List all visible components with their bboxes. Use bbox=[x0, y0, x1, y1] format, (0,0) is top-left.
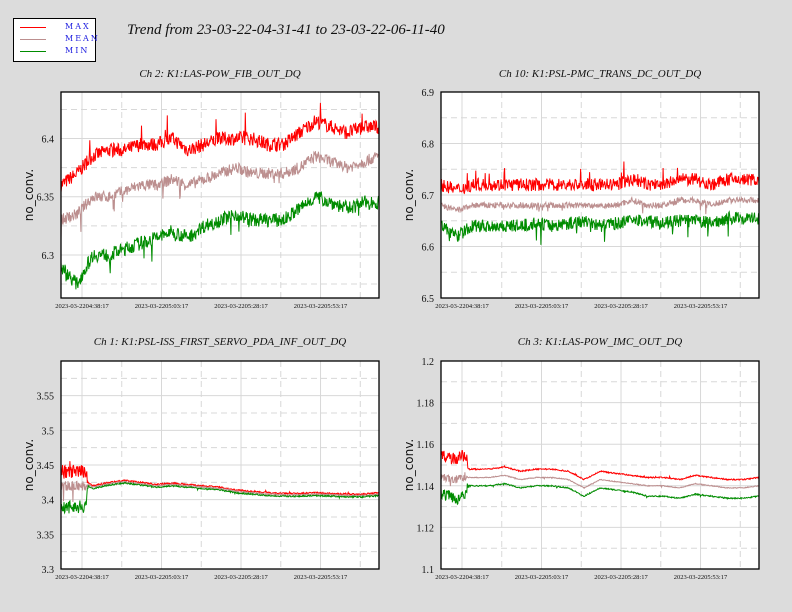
legend-swatch-min bbox=[20, 51, 46, 52]
y-tick-label: 6.6 bbox=[422, 243, 435, 254]
y-tick-label: 6.8 bbox=[422, 140, 435, 151]
y-tick-label: 1.14 bbox=[417, 482, 435, 493]
y-tick-label: 6.9 bbox=[422, 88, 435, 99]
chart-title-ch1: Ch 1: K1:PSL-ISS_FIRST_SERVO_PDA_INF_OUT… bbox=[93, 336, 347, 348]
y-tick-label: 3.3 bbox=[42, 565, 55, 576]
x-tick-label: 2023-03-2205:28:17 bbox=[214, 574, 268, 581]
x-tick-label: 2023-03-2205:28:17 bbox=[594, 574, 648, 581]
y-tick-label: 6.35 bbox=[37, 193, 55, 204]
series-line-mean bbox=[440, 195, 760, 215]
plot-frame bbox=[60, 360, 380, 570]
y-axis-label: no_conv. bbox=[22, 439, 36, 491]
chart-2: 2023-03-2204:38:17 2023-03-2205:03:17 2023… bbox=[22, 360, 380, 581]
y-axis-label: no_conv. bbox=[402, 439, 416, 491]
y-tick-label: 3.35 bbox=[37, 530, 55, 541]
x-tick-label: 2023-03-2205:53:17 bbox=[294, 574, 348, 581]
chart-title-ch10: Ch 10: K1:PSL-PMC_TRANS_DC_OUT_DQ bbox=[498, 68, 702, 80]
x-tick-label: 2023-03-2205:28:17 bbox=[594, 303, 648, 310]
x-tick-label: 2023-03-2204:38:17 bbox=[55, 574, 109, 581]
x-tick-label: 2023-03-2204:38:17 bbox=[435, 574, 489, 581]
y-tick-label: 3.45 bbox=[37, 461, 55, 472]
legend-item-max: MAX bbox=[20, 22, 95, 34]
y-tick-label: 6.7 bbox=[422, 191, 435, 202]
chart-3: 2023-03-2204:38:17 2023-03-2205:03:17 2023… bbox=[402, 357, 760, 581]
series-line-max bbox=[440, 161, 760, 195]
series-line-mean bbox=[60, 480, 380, 503]
y-tick-label: 1.18 bbox=[417, 399, 435, 410]
plot-frame bbox=[60, 91, 380, 299]
legend: MAX MEAN MIN bbox=[13, 18, 98, 62]
y-tick-label: 1.2 bbox=[422, 357, 435, 368]
x-tick-label: 2023-03-2205:03:17 bbox=[515, 303, 569, 310]
chart-1: 2023-03-2204:38:17 2023-03-2205:03:17 2023… bbox=[402, 88, 760, 310]
x-tick-label: 2023-03-2204:38:17 bbox=[55, 303, 109, 310]
plot-frame bbox=[440, 360, 760, 570]
y-tick-label: 3.4 bbox=[42, 496, 55, 507]
y-tick-label: 3.5 bbox=[42, 426, 55, 437]
chart-title-ch3: Ch 3: K1:LAS-POW_IMC_OUT_DQ bbox=[517, 336, 683, 348]
chart-0: 2023-03-2204:38:17 2023-03-2205:03:17 2023… bbox=[22, 91, 380, 310]
x-tick-label: 2023-03-2204:38:17 bbox=[435, 303, 489, 310]
y-tick-label: 1.16 bbox=[417, 440, 435, 451]
x-tick-label: 2023-03-2205:28:17 bbox=[214, 303, 268, 310]
x-tick-label: 2023-03-2205:03:17 bbox=[515, 574, 569, 581]
y-tick-label: 6.5 bbox=[422, 294, 435, 305]
y-tick-label: 3.55 bbox=[37, 392, 55, 403]
legend-label-mean: MEAN bbox=[65, 34, 100, 43]
y-tick-label: 1.12 bbox=[417, 523, 435, 534]
legend-item-min: MIN bbox=[20, 46, 95, 58]
legend-label-max: MAX bbox=[65, 22, 91, 31]
series-line-min bbox=[440, 210, 760, 245]
legend-swatch-mean bbox=[20, 39, 46, 40]
y-axis-label: no_conv. bbox=[402, 169, 416, 221]
y-tick-label: 1.1 bbox=[422, 565, 435, 576]
x-tick-label: 2023-03-2205:53:17 bbox=[294, 303, 348, 310]
chart-title-ch2: Ch 2: K1:LAS-POW_FIB_OUT_DQ bbox=[139, 68, 301, 80]
series-line-mean bbox=[60, 150, 380, 241]
series-line-max bbox=[440, 450, 759, 482]
plot-frame bbox=[440, 91, 760, 299]
series-line-min bbox=[60, 481, 380, 515]
legend-item-mean: MEAN bbox=[20, 34, 98, 46]
x-tick-label: 2023-03-2205:03:17 bbox=[135, 574, 189, 581]
page-title: Trend from 23-03-22-04-31-41 to 23-03-22… bbox=[127, 22, 445, 38]
x-tick-label: 2023-03-2205:53:17 bbox=[674, 574, 728, 581]
series-line-max bbox=[60, 102, 380, 193]
x-tick-label: 2023-03-2205:53:17 bbox=[674, 303, 728, 310]
legend-swatch-max bbox=[20, 27, 46, 28]
series-line-min bbox=[440, 482, 759, 506]
series-line-min bbox=[60, 190, 380, 290]
y-tick-label: 6.3 bbox=[42, 251, 55, 262]
x-tick-label: 2023-03-2205:03:17 bbox=[135, 303, 189, 310]
series-line-mean bbox=[440, 472, 760, 490]
legend-label-min: MIN bbox=[65, 46, 90, 55]
y-tick-label: 6.4 bbox=[42, 135, 55, 146]
y-axis-label: no_conv. bbox=[22, 169, 36, 221]
